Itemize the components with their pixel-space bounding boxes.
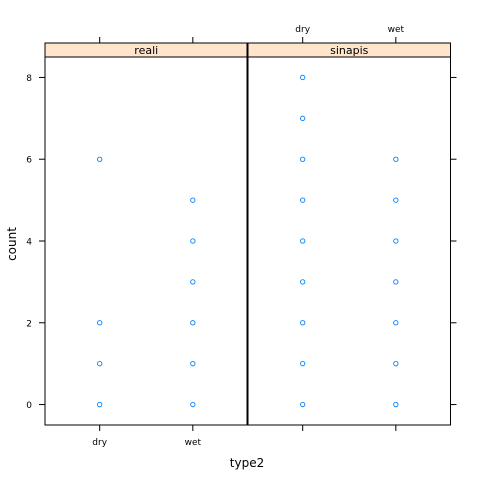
data-point — [300, 320, 306, 326]
y-tick-label: 4 — [26, 238, 32, 248]
data-point — [190, 401, 196, 408]
panel-frame — [44, 56, 248, 426]
x-tick-label: wet — [185, 438, 202, 448]
data-point — [393, 197, 399, 203]
y-tick-label: 0 — [26, 401, 32, 411]
data-point — [393, 320, 399, 326]
y-tick-label: 6 — [26, 156, 32, 166]
x-tick-label: dry — [295, 25, 310, 35]
strip-label: reali — [134, 44, 158, 57]
strip-label: sinapis — [330, 44, 369, 57]
data-point — [300, 115, 306, 121]
data-point — [393, 401, 399, 408]
x-tick-label: dry — [92, 438, 107, 448]
data-point — [190, 320, 196, 326]
data-point — [97, 361, 103, 367]
y-tick-label: 2 — [26, 319, 32, 329]
data-point — [190, 279, 196, 285]
data-point — [393, 361, 399, 367]
data-point — [393, 238, 399, 244]
data-point — [190, 361, 196, 367]
data-point — [300, 238, 306, 244]
data-point — [190, 238, 196, 244]
data-point — [300, 401, 306, 408]
data-point — [97, 156, 103, 162]
data-point — [97, 320, 103, 326]
data-point — [393, 279, 399, 285]
data-point — [190, 197, 196, 203]
y-tick-label: 8 — [26, 74, 32, 84]
data-point — [97, 401, 103, 408]
data-point — [300, 279, 306, 285]
data-point — [300, 156, 306, 162]
x-axis-label: type2 — [230, 456, 264, 470]
x-tick-label: wet — [388, 25, 405, 35]
panel-frame — [247, 56, 451, 426]
data-point — [300, 361, 306, 367]
data-point — [300, 197, 306, 203]
data-point — [300, 74, 306, 81]
y-axis-label: count — [5, 227, 19, 261]
data-point — [393, 156, 399, 162]
